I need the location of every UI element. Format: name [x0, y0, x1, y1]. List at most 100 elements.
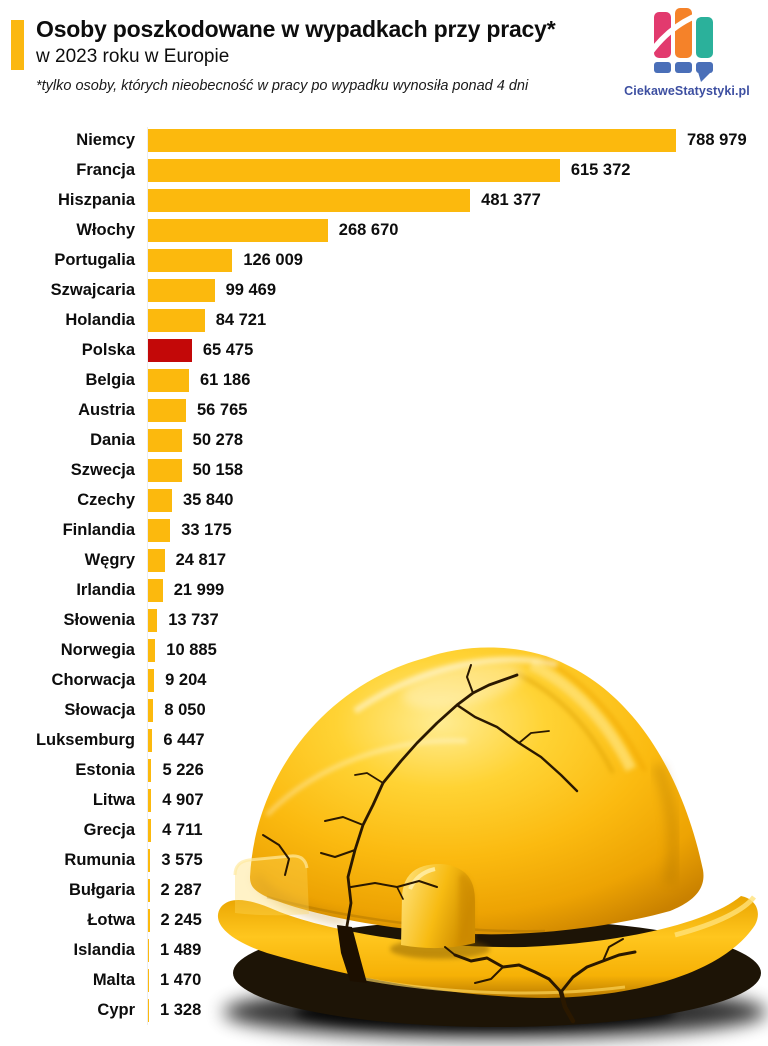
- chart-row: Niemcy 788 979: [0, 125, 768, 155]
- value-bar: [148, 218, 328, 242]
- value-bar: [148, 878, 150, 902]
- chart-row: Finlandia 33 175: [0, 515, 768, 545]
- country-label: Węgry: [84, 550, 135, 569]
- value-label: 481 377: [481, 190, 541, 209]
- value-bar: [148, 248, 233, 272]
- value-label: 50 158: [192, 460, 244, 479]
- value-bar: [148, 278, 215, 302]
- country-label: Szwecja: [70, 460, 135, 479]
- value-label: 1 328: [160, 1000, 202, 1019]
- country-label: Islandia: [73, 940, 135, 959]
- logo-bars-icon: [653, 6, 721, 82]
- country-label: Dania: [90, 430, 135, 449]
- value-label: 99 469: [225, 280, 277, 299]
- value-bar: [148, 518, 171, 542]
- value-bar: [148, 668, 155, 692]
- value-label: 65 475: [202, 340, 254, 359]
- country-label: Słowenia: [63, 610, 135, 629]
- chart-row: Węgry 24 817: [0, 545, 768, 575]
- value-bar: [148, 698, 154, 722]
- chart-row: Estonia 5 226: [0, 755, 768, 785]
- value-bar: [148, 758, 152, 782]
- country-label: Finlandia: [62, 520, 135, 539]
- value-bar: [148, 788, 152, 812]
- country-label: Szwajcaria: [50, 280, 135, 299]
- value-label: 24 817: [175, 550, 227, 569]
- country-label: Malta: [92, 970, 135, 989]
- value-label: 2 245: [160, 910, 202, 929]
- value-label: 84 721: [215, 310, 267, 329]
- chart-row: Grecja 4 711: [0, 815, 768, 845]
- chart-row: Holandia 84 721: [0, 305, 768, 335]
- logo-text: CiekaweStatystyki.pl: [624, 84, 750, 98]
- country-label: Norwegia: [60, 640, 135, 659]
- value-label: 1 470: [160, 970, 202, 989]
- value-label: 13 737: [168, 610, 219, 629]
- footnote: *tylko osoby, których nieobecność w prac…: [36, 78, 529, 94]
- page-title: Osoby poszkodowane w wypadkach przy prac…: [36, 16, 556, 42]
- chart-row: Irlandia 21 999: [0, 575, 768, 605]
- value-bar: [148, 368, 189, 392]
- country-label: Cypr: [97, 1000, 135, 1019]
- country-label: Niemcy: [76, 130, 135, 149]
- value-bar: [148, 488, 172, 512]
- value-label: 21 999: [173, 580, 225, 599]
- country-label: Hiszpania: [57, 190, 135, 209]
- chart-row: Hiszpania 481 377: [0, 185, 768, 215]
- value-bar: [148, 638, 156, 662]
- country-label: Rumunia: [64, 850, 135, 869]
- chart-row: Włochy 268 670: [0, 215, 768, 245]
- country-label: Irlandia: [76, 580, 135, 599]
- value-bar: [148, 428, 182, 452]
- chart-row: Francja 615 372: [0, 155, 768, 185]
- value-bar: [148, 308, 205, 332]
- country-label: Litwa: [92, 790, 135, 809]
- value-bar: [148, 158, 560, 182]
- country-label: Grecja: [83, 820, 135, 839]
- value-label: 6 447: [163, 730, 205, 749]
- value-bar-highlighted: [148, 338, 192, 362]
- country-label: Chorwacja: [51, 670, 135, 689]
- chart-row: Islandia 1 489: [0, 935, 768, 965]
- country-label: Włochy: [76, 220, 135, 239]
- chart-row: Dania 50 278: [0, 425, 768, 455]
- country-label: Austria: [78, 400, 135, 419]
- chart-row: Luksemburg 6 447: [0, 725, 768, 755]
- value-bar: [148, 578, 163, 602]
- country-label: Holandia: [65, 310, 135, 329]
- value-label: 126 009: [243, 250, 303, 269]
- value-label: 50 278: [192, 430, 244, 449]
- chart-row: Polska 65 475: [0, 335, 768, 365]
- chart-row: Szwecja 50 158: [0, 455, 768, 485]
- chart-row: Słowacja 8 050: [0, 695, 768, 725]
- value-label: 3 575: [161, 850, 203, 869]
- value-label: 615 372: [570, 160, 631, 179]
- value-bar: [148, 848, 151, 872]
- chart-row: Bułgaria 2 287: [0, 875, 768, 905]
- title-accent-bar: [11, 20, 24, 70]
- value-bar: [148, 188, 471, 212]
- country-label: Polska: [81, 340, 135, 359]
- chart-row: Malta 1 470: [0, 965, 768, 995]
- value-label: 1 489: [160, 940, 202, 959]
- cracked-helmet-illustration: [217, 647, 767, 1039]
- country-label: Luksemburg: [35, 730, 135, 749]
- country-label: Bułgaria: [68, 880, 135, 899]
- value-bar: [148, 458, 182, 482]
- chart-row: Cypr 1 328: [0, 995, 768, 1025]
- chart-axis-line: [147, 127, 148, 1025]
- value-bar: [148, 128, 676, 152]
- chart-row: Norwegia 10 885: [0, 635, 768, 665]
- chart-row: Belgia 61 186: [0, 365, 768, 395]
- logo: CiekaweStatystyki.pl: [612, 6, 762, 98]
- chart-row: Portugalia 126 009: [0, 245, 768, 275]
- value-bar: [148, 968, 149, 992]
- chart-row: Czechy 35 840: [0, 485, 768, 515]
- value-label: 4 907: [162, 790, 204, 809]
- value-label: 56 765: [196, 400, 248, 419]
- chart-row: Szwajcaria 99 469: [0, 275, 768, 305]
- value-bar: [148, 548, 165, 572]
- chart-row: Rumunia 3 575: [0, 845, 768, 875]
- value-label: 5 226: [162, 760, 204, 779]
